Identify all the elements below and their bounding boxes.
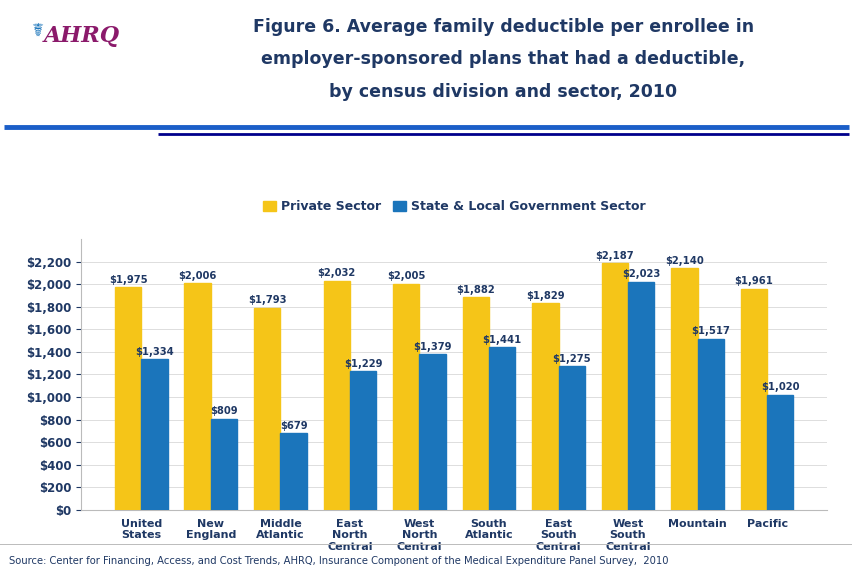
Text: $1,229: $1,229 [343, 359, 382, 369]
Text: $809: $809 [210, 406, 238, 416]
Bar [627, 282, 653, 510]
Text: $1,275: $1,275 [552, 354, 590, 363]
Text: Figure 6. Average family deductible per enrollee in: Figure 6. Average family deductible per … [252, 18, 753, 36]
Bar [462, 297, 488, 510]
Text: $1,975: $1,975 [109, 275, 147, 285]
Legend: Private Sector, State & Local Government Sector: Private Sector, State & Local Government… [259, 196, 648, 217]
Bar [323, 281, 349, 510]
Text: ☤: ☤ [31, 22, 43, 40]
Bar [558, 366, 584, 510]
Text: $2,006: $2,006 [178, 271, 216, 281]
Bar [210, 419, 237, 510]
Text: AHRQ: AHRQ [43, 25, 120, 47]
Text: $1,829: $1,829 [526, 291, 564, 301]
Bar [115, 287, 141, 510]
Text: $679: $679 [279, 421, 307, 431]
Text: $2,032: $2,032 [317, 268, 355, 278]
Bar [184, 283, 210, 510]
Text: by census division and sector, 2010: by census division and sector, 2010 [329, 82, 676, 101]
Text: $2,187: $2,187 [595, 251, 633, 261]
Text: $2,005: $2,005 [387, 271, 425, 281]
Text: Advancing: Advancing [55, 67, 108, 76]
Text: $1,441: $1,441 [482, 335, 521, 345]
Text: $1,793: $1,793 [248, 295, 286, 305]
Bar [254, 308, 280, 510]
FancyBboxPatch shape [9, 6, 66, 56]
Text: Excellence in: Excellence in [49, 81, 115, 90]
Text: $1,517: $1,517 [690, 327, 729, 336]
Text: $2,023: $2,023 [621, 270, 659, 279]
Bar [141, 359, 168, 510]
Text: Source: Center for Financing, Access, and Cost Trends, AHRQ, Insurance Component: Source: Center for Financing, Access, an… [9, 556, 667, 566]
Text: $2,140: $2,140 [665, 256, 703, 266]
Text: $1,379: $1,379 [413, 342, 452, 352]
Bar [488, 347, 515, 510]
Bar [532, 304, 558, 510]
Text: $1,882: $1,882 [456, 285, 494, 295]
Bar [740, 289, 766, 510]
Text: $1,020: $1,020 [760, 382, 798, 392]
Bar [393, 283, 419, 510]
Bar [671, 268, 697, 510]
Bar [280, 433, 307, 510]
Bar [697, 339, 723, 510]
Bar [766, 395, 792, 510]
Text: Health Care: Health Care [52, 95, 112, 104]
Text: $1,961: $1,961 [734, 276, 773, 286]
Bar [601, 263, 627, 510]
Text: employer-sponsored plans that had a deductible,: employer-sponsored plans that had a dedu… [261, 51, 745, 69]
Text: $1,334: $1,334 [135, 347, 174, 357]
Bar [349, 371, 376, 510]
Bar [419, 354, 446, 510]
